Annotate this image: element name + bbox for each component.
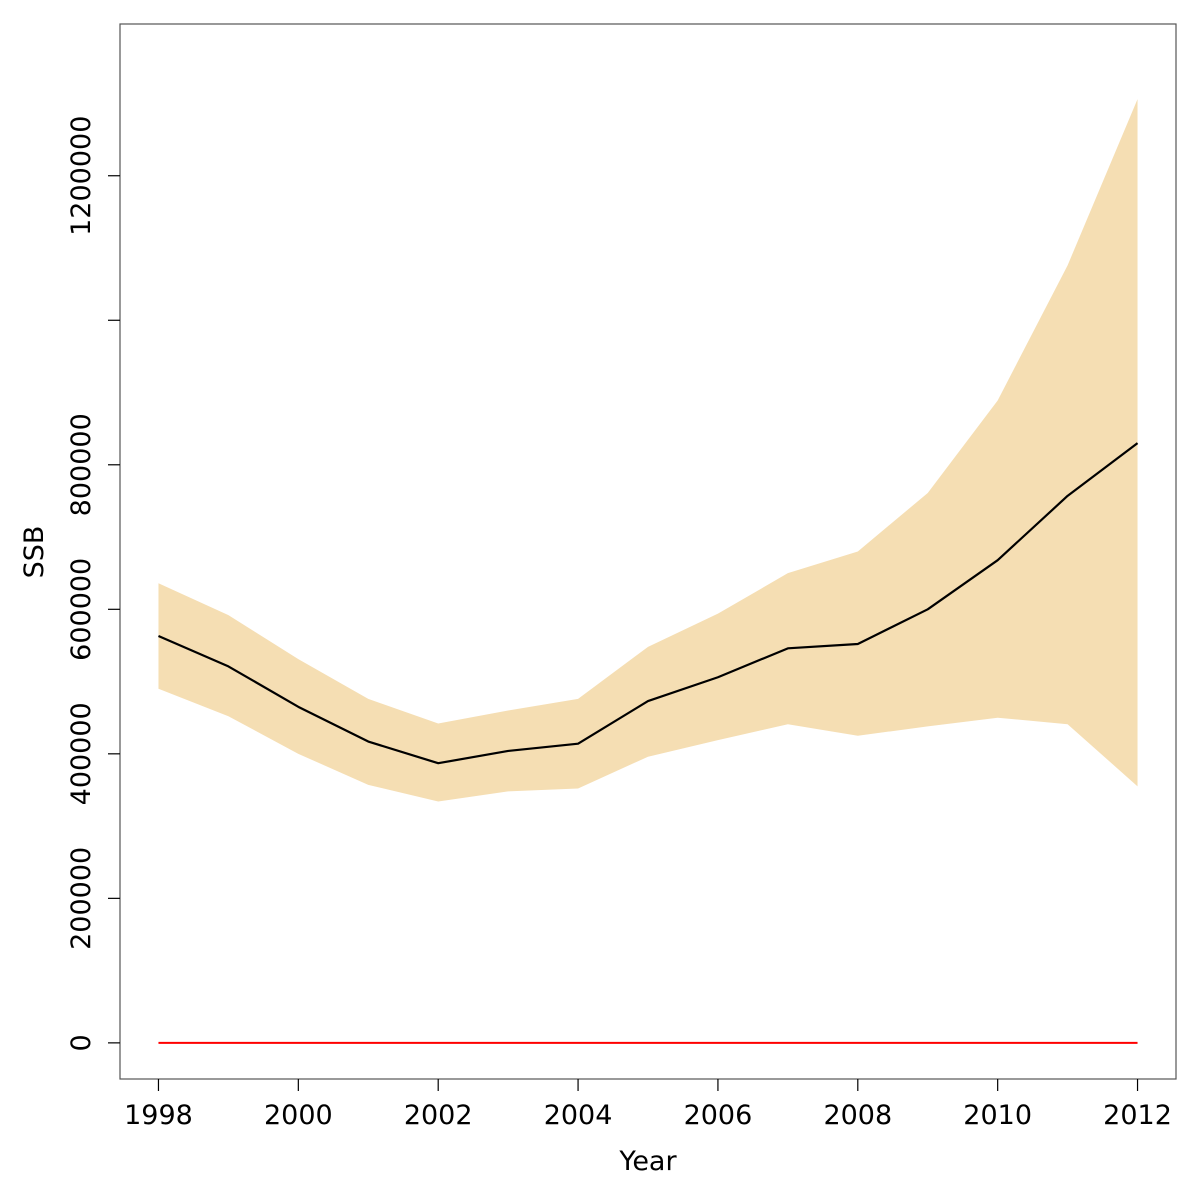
y-tick-label: 800000 <box>66 413 97 516</box>
x-axis: 1998 2000 2002 2004 2006 2008 2010 2012 <box>124 1079 1172 1131</box>
x-tick-label: 2002 <box>404 1100 473 1131</box>
y-tick-label: 600000 <box>66 558 97 661</box>
confidence-band-layer <box>158 99 1138 802</box>
x-axis-title: Year <box>618 1146 677 1177</box>
x-tick-label: 2000 <box>264 1100 333 1131</box>
plot-frame <box>119 23 1177 1080</box>
y-axis-title: SSB <box>19 526 50 579</box>
y-tick-label: 200000 <box>66 847 97 950</box>
y-tick-label: 0 <box>66 1034 97 1051</box>
y-axis: 0 200000 400000 600000 800000 1200000 <box>66 116 120 1051</box>
x-tick-label: 2008 <box>823 1100 892 1131</box>
x-tick-label: 2004 <box>544 1100 613 1131</box>
y-tick-label: 1200000 <box>66 116 97 236</box>
x-tick-label: 2010 <box>963 1100 1032 1131</box>
x-tick-label: 1998 <box>124 1100 193 1131</box>
ssb-series-line <box>158 442 1139 765</box>
y-tick-label: 400000 <box>66 702 97 805</box>
x-tick-label: 2006 <box>684 1100 753 1131</box>
confidence-band <box>158 99 1138 802</box>
x-tick-label: 2012 <box>1103 1100 1172 1131</box>
series-line-layer <box>158 442 1139 765</box>
